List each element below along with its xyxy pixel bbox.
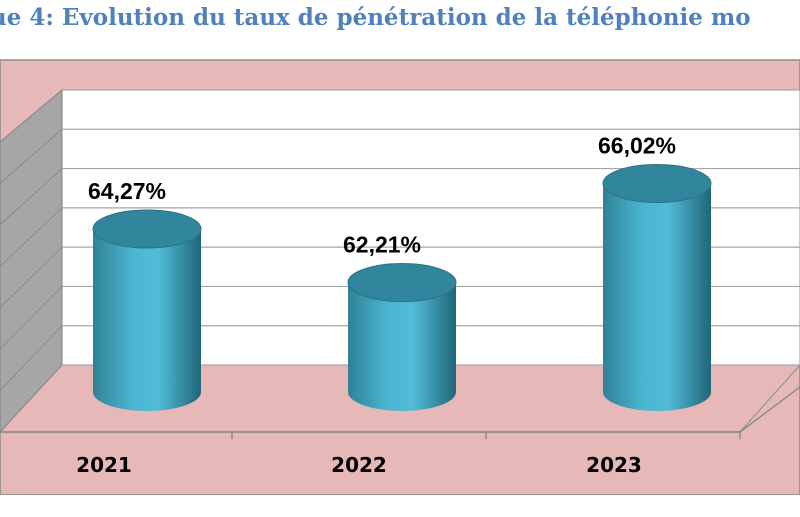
bar-2021 [92, 209, 202, 411]
side-gridline [0, 325, 63, 391]
chart-title-text: ue 4: Evolution du taux de pénétration d… [0, 4, 751, 31]
data-label: 66,02% [598, 132, 676, 158]
bar-body [348, 282, 456, 411]
bars [92, 163, 712, 411]
labels: 64,27% 62,21% 66,02% 2021 2022 2023 [76, 132, 676, 477]
bar-2022 [347, 263, 457, 411]
x-tick-label: 2022 [331, 453, 387, 477]
bar-top [347, 263, 457, 303]
bar-top [602, 163, 712, 203]
bar-top [92, 209, 202, 249]
side-gridline [0, 364, 63, 433]
side-gridline [0, 128, 63, 184]
bar-body [603, 183, 711, 411]
chart-plot: 64,27% 62,21% 66,02% 2021 2022 2023 [0, 59, 800, 495]
side-gridline [0, 246, 63, 309]
side-gridline [0, 89, 63, 143]
bar-body [93, 228, 201, 411]
side-gridline [0, 207, 63, 267]
side-gridline [0, 168, 63, 226]
data-label: 64,27% [88, 178, 166, 204]
bar-2023 [602, 163, 712, 411]
x-tick-label: 2023 [586, 453, 642, 477]
data-label: 62,21% [343, 232, 421, 258]
chart-title: ue 4: Evolution du taux de pénétration d… [0, 2, 800, 44]
x-tick-label: 2021 [76, 453, 132, 477]
floor-edge [739, 386, 800, 433]
side-gridline [0, 286, 63, 350]
